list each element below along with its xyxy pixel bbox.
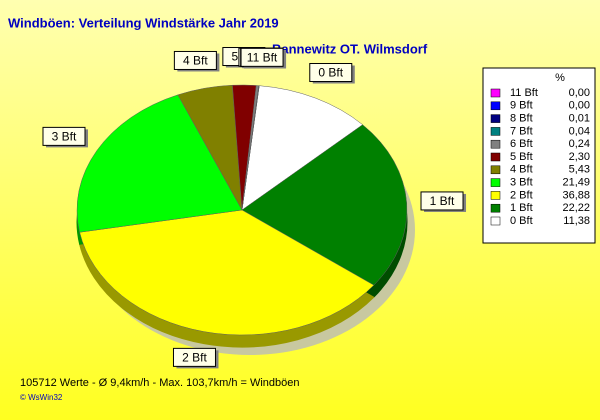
legend-label: 4 Bft (510, 164, 533, 176)
label-box (42, 126, 86, 146)
credit: © WsWin32 (20, 393, 63, 402)
slice (76, 94, 243, 233)
legend-value: 36,88 (562, 189, 590, 201)
legend-value: 5,43 (569, 164, 590, 176)
label-box (309, 63, 353, 83)
slice (241, 85, 364, 211)
pie (76, 84, 415, 355)
legend-swatch (490, 127, 501, 136)
slice (241, 124, 408, 286)
legend-value: 0,00 (569, 87, 590, 99)
legend-box (482, 67, 596, 244)
legend-swatch (490, 216, 501, 226)
legend-swatch (490, 191, 501, 200)
slice-label: 11 Bft (247, 51, 278, 65)
legend-header: % (555, 72, 565, 84)
label-box (172, 347, 216, 367)
legend-value: 22,22 (562, 202, 590, 214)
legend-swatch (490, 165, 501, 175)
legend-label: 9 Bft (510, 100, 533, 112)
label-box (173, 50, 217, 70)
slice (79, 209, 375, 336)
legend-value: 0,24 (569, 138, 590, 150)
legend-label: 3 Bft (510, 177, 533, 189)
footer: 105712 Werte - Ø 9,4km/h - Max. 103,7km/… (20, 377, 300, 389)
slice (242, 85, 260, 210)
chart-title: Windböen: Verteilung Windstärke Jahr 201… (8, 15, 279, 30)
legend-value: 21,49 (562, 177, 590, 189)
slice (241, 85, 260, 211)
label-box (420, 191, 464, 211)
legend-label: 5 Bft (510, 151, 533, 163)
legend-label: 6 Bft (510, 138, 533, 150)
legend-swatch (490, 152, 501, 162)
legend-value: 11,38 (563, 215, 590, 227)
slice-label: 0 Bft (318, 66, 343, 80)
legend-label: 8 Bft (510, 113, 533, 125)
legend-label: 2 Bft (510, 189, 533, 201)
legend-swatch (490, 203, 501, 213)
legend-value: 0,00 (569, 100, 590, 112)
legend-swatch (490, 114, 501, 123)
legend-label: 1 Bft (510, 202, 533, 214)
legend-label: 11 Bft (510, 87, 538, 99)
slice-label: 4 Bft (183, 54, 208, 68)
legend-swatch (490, 101, 501, 111)
legend-swatch (490, 139, 501, 149)
legend-swatch (490, 88, 501, 98)
legend: 11 Bft 0,00 9 Bft 0,00 8 Bft 0,01 7 Bft 0,04 6 B… (490, 87, 590, 227)
chart-subtitle: Bannewitz OT. Wilmsdorf (272, 41, 428, 56)
slice-label: 3 Bft (52, 130, 77, 144)
legend-label: 7 Bft (510, 125, 533, 137)
slice-label: 1 Bft (430, 194, 455, 208)
legend-swatch (490, 178, 501, 187)
legend-label: 0 Bft (510, 215, 533, 227)
label-box (240, 47, 284, 67)
slice-label: 2 Bft (182, 351, 207, 365)
legend-value: 0,04 (569, 125, 590, 137)
legend-value: 0,01 (569, 113, 590, 125)
legend-value: 2,30 (569, 151, 590, 163)
